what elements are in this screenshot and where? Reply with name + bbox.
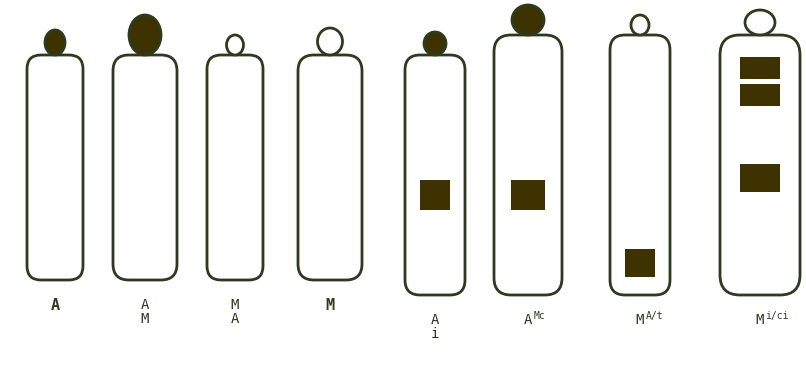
Text: i: i — [431, 327, 439, 341]
Text: M: M — [756, 313, 764, 327]
Text: Mc: Mc — [534, 311, 545, 321]
Text: i/ci: i/ci — [766, 311, 789, 321]
FancyBboxPatch shape — [610, 35, 670, 295]
Text: A: A — [51, 298, 60, 313]
Text: M: M — [231, 298, 239, 312]
Ellipse shape — [631, 15, 649, 35]
Bar — [511, 180, 545, 210]
FancyBboxPatch shape — [27, 55, 83, 280]
Bar — [740, 84, 780, 106]
Ellipse shape — [512, 5, 544, 35]
Text: M: M — [636, 313, 644, 327]
Ellipse shape — [318, 28, 343, 55]
FancyBboxPatch shape — [207, 55, 263, 280]
Text: M: M — [141, 312, 149, 326]
Ellipse shape — [745, 10, 775, 35]
Bar — [740, 164, 780, 192]
Text: A: A — [141, 298, 149, 312]
FancyBboxPatch shape — [494, 35, 562, 295]
FancyBboxPatch shape — [405, 55, 465, 295]
Text: A/t: A/t — [646, 311, 663, 321]
Bar — [625, 249, 655, 277]
Bar — [740, 57, 780, 79]
Ellipse shape — [129, 15, 161, 55]
FancyBboxPatch shape — [298, 55, 362, 280]
Bar — [420, 180, 450, 210]
Text: M: M — [326, 298, 334, 313]
Ellipse shape — [424, 32, 446, 55]
Ellipse shape — [45, 30, 65, 55]
Ellipse shape — [226, 35, 243, 55]
Text: A: A — [431, 313, 439, 327]
Text: A: A — [524, 313, 532, 327]
Text: A: A — [231, 312, 239, 326]
FancyBboxPatch shape — [113, 55, 177, 280]
FancyBboxPatch shape — [720, 35, 800, 295]
